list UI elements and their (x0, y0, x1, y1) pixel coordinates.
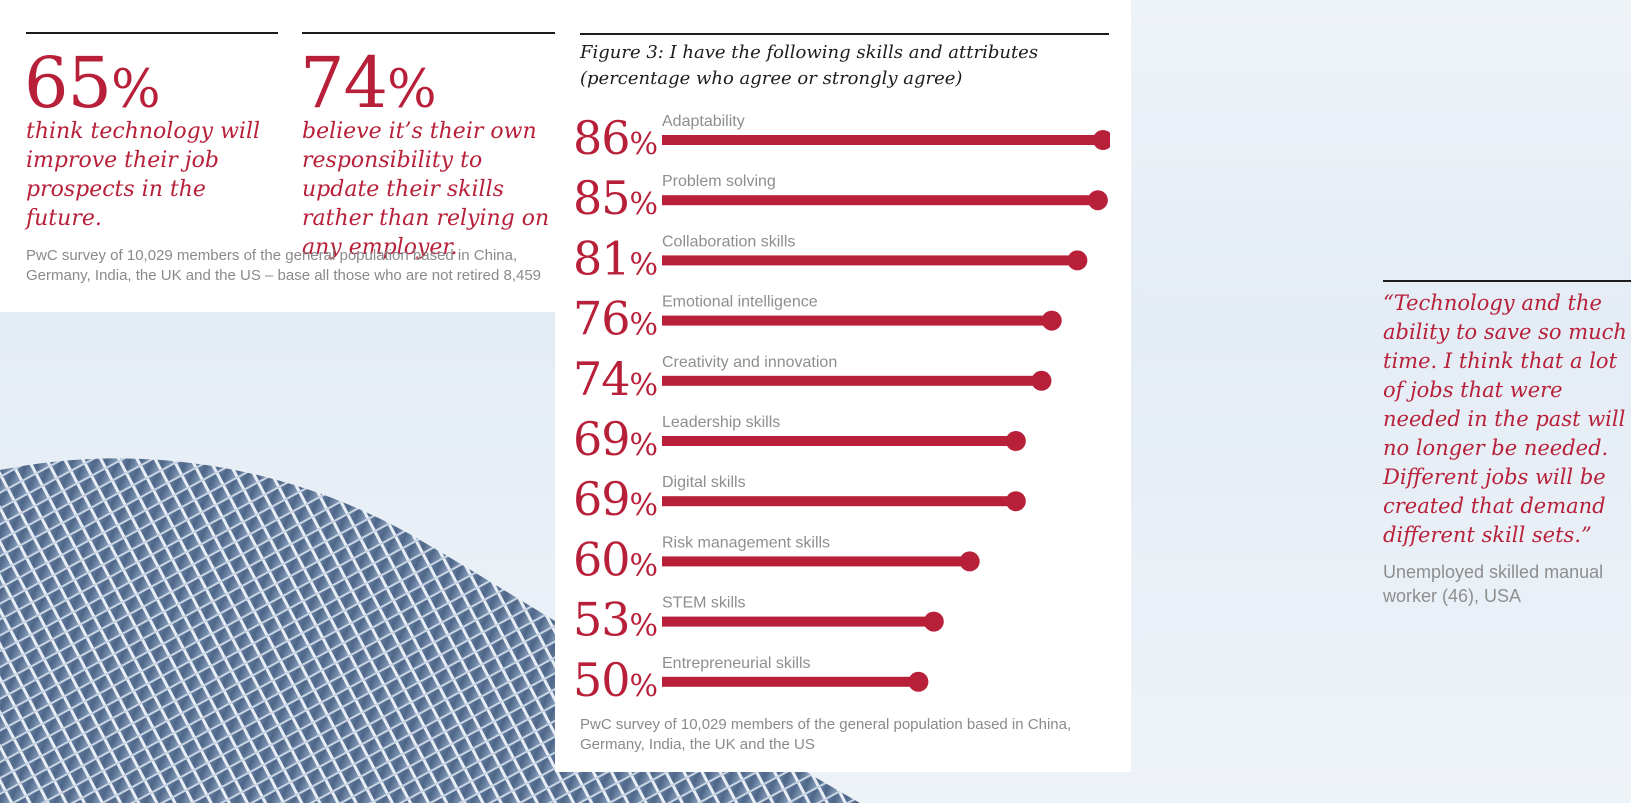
bar-value-label: 76% (573, 292, 657, 346)
bar (662, 315, 1052, 326)
stat-1-text: think technology will improve their job … (26, 119, 261, 231)
bar-end-dot (1005, 431, 1026, 451)
bar-category-label: Adaptability (662, 113, 745, 130)
bar-end-dot (923, 611, 944, 632)
bar (662, 496, 1016, 507)
bar-category-label: STEM skills (662, 595, 746, 612)
stat-1-unit: % (111, 60, 160, 120)
bar (662, 616, 934, 627)
bar-value-label: 81% (573, 231, 657, 285)
bar-end-dot (959, 551, 980, 572)
bar (662, 135, 1103, 145)
stat-1-number: 65 (24, 42, 112, 124)
stat-2-value: 74% (300, 48, 437, 125)
bar-category-label: Risk management skills (662, 534, 830, 551)
bar-category-label: Problem solving (662, 173, 776, 190)
bar-category-label: Collaboration skills (662, 233, 795, 250)
bar-value-label: 74% (573, 352, 657, 406)
stat-1-rule (26, 32, 278, 34)
bar-category-label: Creativity and innovation (662, 354, 837, 371)
stats-source: PwC survey of 10,029 members of the gene… (26, 247, 542, 284)
bar-value-label: 50% (573, 653, 657, 700)
stat-2-text: believe it’s their own responsibility to… (302, 119, 550, 260)
bar (662, 676, 919, 687)
bar-value-label: 85% (573, 171, 657, 225)
bar-category-label: Entrepreneurial skills (662, 655, 811, 672)
quote-rule (1383, 280, 1631, 282)
bar-end-dot (1005, 491, 1026, 512)
quote-text: “Technology and the ability to save so m… (1383, 291, 1627, 547)
bar (662, 436, 1016, 446)
chart-rule (580, 33, 1109, 35)
chart-source: PwC survey of 10,029 members of the gene… (580, 716, 1072, 753)
bar-value-label: 53% (573, 593, 657, 647)
bar-end-dot (1041, 310, 1062, 331)
bar (662, 375, 1042, 386)
bar-end-dot (1067, 250, 1088, 271)
bar-end-dot (908, 671, 929, 692)
stat-2-unit: % (387, 60, 436, 120)
quote-attribution: Unemployed skilled manual worker (46), U… (1383, 562, 1604, 606)
bar-end-dot (1087, 190, 1108, 211)
bar-value-label: 69% (573, 412, 657, 466)
bar-chart: 86% Adaptability 85% Problem solving 81% Coll… (573, 111, 1110, 700)
bar (662, 195, 1098, 206)
bar-value-label: 69% (573, 472, 657, 526)
bar (662, 556, 970, 567)
chart-title: Figure 3: I have the following skills an… (580, 42, 1039, 89)
bar-category-label: Leadership skills (662, 414, 780, 431)
bar (662, 255, 1078, 266)
bar-value-label: 60% (573, 532, 657, 586)
bar-end-dot (1031, 370, 1052, 391)
stat-1-value: 65% (24, 48, 161, 125)
bar-category-label: Digital skills (662, 474, 746, 491)
bar-category-label: Emotional intelligence (662, 294, 818, 311)
bar-value-label: 86% (573, 111, 657, 165)
bar-end-dot (1093, 130, 1110, 150)
stat-2-rule (302, 32, 555, 34)
stat-2-number: 74 (300, 42, 388, 124)
